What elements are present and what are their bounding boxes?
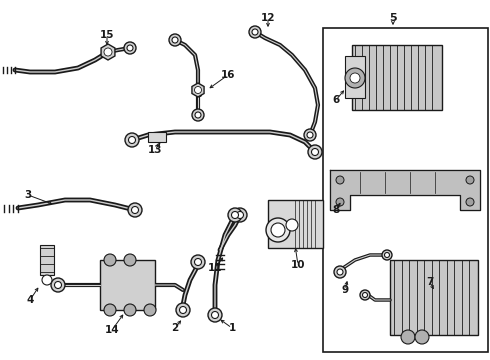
- Circle shape: [195, 86, 201, 94]
- Circle shape: [179, 306, 187, 314]
- Circle shape: [192, 109, 204, 121]
- Bar: [268, 200, 323, 248]
- Bar: [40, 245, 54, 275]
- Circle shape: [415, 330, 429, 344]
- Circle shape: [382, 250, 392, 260]
- Circle shape: [466, 176, 474, 184]
- Circle shape: [350, 73, 360, 83]
- Text: 1: 1: [228, 323, 236, 333]
- Circle shape: [312, 149, 318, 156]
- Circle shape: [337, 269, 343, 275]
- Circle shape: [385, 252, 390, 257]
- Circle shape: [252, 29, 258, 35]
- Circle shape: [42, 275, 52, 285]
- Text: 8: 8: [332, 205, 340, 215]
- Circle shape: [128, 136, 136, 144]
- Text: 7: 7: [426, 277, 434, 287]
- Polygon shape: [192, 83, 204, 97]
- Circle shape: [231, 212, 239, 219]
- Text: 16: 16: [221, 70, 235, 80]
- Text: 10: 10: [291, 260, 305, 270]
- Circle shape: [304, 129, 316, 141]
- Circle shape: [54, 282, 62, 288]
- Text: 13: 13: [148, 145, 162, 155]
- Bar: [148, 132, 166, 142]
- Circle shape: [195, 112, 201, 118]
- Text: 4: 4: [26, 295, 34, 305]
- Circle shape: [266, 218, 290, 242]
- Circle shape: [308, 145, 322, 159]
- Circle shape: [286, 219, 298, 231]
- Circle shape: [104, 48, 112, 56]
- Circle shape: [169, 34, 181, 46]
- Circle shape: [128, 203, 142, 217]
- Circle shape: [124, 42, 136, 54]
- Text: 12: 12: [261, 13, 275, 23]
- Circle shape: [334, 266, 346, 278]
- Circle shape: [401, 330, 415, 344]
- Circle shape: [345, 68, 365, 88]
- Circle shape: [191, 255, 205, 269]
- Text: 6: 6: [332, 95, 340, 105]
- Circle shape: [228, 208, 242, 222]
- Circle shape: [336, 176, 344, 184]
- Polygon shape: [101, 44, 115, 60]
- Text: 15: 15: [100, 30, 114, 40]
- Circle shape: [176, 303, 190, 317]
- Circle shape: [172, 37, 178, 43]
- Polygon shape: [330, 170, 480, 210]
- Circle shape: [104, 254, 116, 266]
- Circle shape: [237, 212, 244, 219]
- Circle shape: [104, 304, 116, 316]
- Bar: [323, 28, 488, 352]
- Circle shape: [271, 223, 285, 237]
- Circle shape: [195, 258, 201, 266]
- Circle shape: [125, 133, 139, 147]
- Circle shape: [208, 308, 222, 322]
- Bar: [352, 45, 442, 110]
- Circle shape: [360, 290, 370, 300]
- Circle shape: [131, 207, 139, 213]
- Circle shape: [307, 132, 313, 138]
- Circle shape: [336, 198, 344, 206]
- Circle shape: [212, 311, 219, 319]
- Circle shape: [124, 254, 136, 266]
- Text: 2: 2: [172, 323, 179, 333]
- Text: 5: 5: [389, 13, 397, 23]
- Circle shape: [233, 208, 247, 222]
- Circle shape: [51, 278, 65, 292]
- Text: 9: 9: [342, 285, 348, 295]
- Bar: [390, 260, 478, 335]
- Bar: [345, 56, 365, 98]
- Text: 3: 3: [24, 190, 32, 200]
- Circle shape: [466, 198, 474, 206]
- Bar: [100, 260, 155, 310]
- Circle shape: [249, 26, 261, 38]
- Circle shape: [144, 304, 156, 316]
- Text: 14: 14: [105, 325, 119, 335]
- Text: 11: 11: [208, 263, 222, 273]
- Circle shape: [363, 292, 368, 297]
- Circle shape: [127, 45, 133, 51]
- Circle shape: [124, 304, 136, 316]
